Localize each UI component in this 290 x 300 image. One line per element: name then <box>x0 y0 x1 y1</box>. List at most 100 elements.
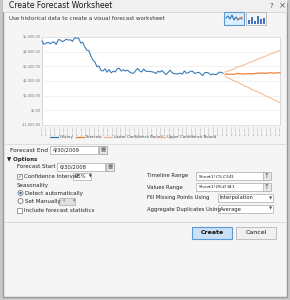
Text: 1/1/0000: 1/1/0000 <box>257 125 259 135</box>
Text: 1/1/0000: 1/1/0000 <box>266 125 268 135</box>
Text: 1/1/0000: 1/1/0000 <box>90 125 91 135</box>
Text: $5,000.00: $5,000.00 <box>23 35 41 39</box>
Text: Create Forecast Worksheet: Create Forecast Worksheet <box>9 2 113 10</box>
Bar <box>17 174 22 179</box>
Text: 1/1/0000: 1/1/0000 <box>204 125 206 135</box>
Text: 1/1/0000: 1/1/0000 <box>191 125 193 135</box>
Bar <box>59 197 75 205</box>
Text: History: History <box>60 135 74 139</box>
Bar <box>196 183 268 191</box>
Text: 1/1/0000: 1/1/0000 <box>99 125 100 135</box>
Bar <box>73 172 91 179</box>
Text: 1/1/0000: 1/1/0000 <box>195 125 197 135</box>
Text: 1/1/0000: 1/1/0000 <box>125 125 126 135</box>
Text: 1/1/0000: 1/1/0000 <box>121 125 122 135</box>
Text: Detect automatically: Detect automatically <box>25 190 83 196</box>
Bar <box>57 163 105 171</box>
Text: ↑: ↑ <box>264 184 270 190</box>
Text: 1/1/0000: 1/1/0000 <box>249 125 250 135</box>
Text: 1/1/0000: 1/1/0000 <box>151 125 153 135</box>
Text: ▼: ▼ <box>269 207 273 211</box>
Bar <box>99 146 107 154</box>
Text: 1/1/0000: 1/1/0000 <box>116 125 118 135</box>
Text: 1/1/0000: 1/1/0000 <box>218 125 219 135</box>
Bar <box>257 16 259 24</box>
Text: 1/1/0000: 1/1/0000 <box>68 125 69 135</box>
Text: 1/1/0000: 1/1/0000 <box>107 125 109 135</box>
Bar <box>254 21 256 24</box>
Text: $1,000.00: $1,000.00 <box>23 94 41 98</box>
Text: 1/1/0000: 1/1/0000 <box>143 125 144 135</box>
Text: 1/1/0000: 1/1/0000 <box>165 125 166 135</box>
Text: ▦: ▦ <box>107 164 113 169</box>
Bar <box>260 19 262 24</box>
Text: $4,000.00: $4,000.00 <box>23 50 41 54</box>
Text: 1/1/0000: 1/1/0000 <box>55 125 56 135</box>
Bar <box>3 0 287 12</box>
Text: -$1,000.00: -$1,000.00 <box>22 123 41 127</box>
Text: 1/1/0000: 1/1/0000 <box>85 125 87 135</box>
Text: ▲: ▲ <box>73 198 75 202</box>
Bar <box>50 146 98 154</box>
Text: 1/1/0000: 1/1/0000 <box>231 125 232 135</box>
Text: Sheet1!$D$5:$D$341: Sheet1!$D$5:$D$341 <box>198 184 236 190</box>
Text: 1/1/0000: 1/1/0000 <box>279 125 281 135</box>
Text: Confidence Interval: Confidence Interval <box>24 173 78 178</box>
Text: ×: × <box>278 2 285 10</box>
Text: 1/1/0000: 1/1/0000 <box>134 125 135 135</box>
Text: 4/30/2009: 4/30/2009 <box>53 148 80 152</box>
Text: 1/1/0000: 1/1/0000 <box>226 125 228 135</box>
Text: 95%: 95% <box>75 173 87 178</box>
Bar <box>246 12 266 25</box>
Text: ▼: ▼ <box>269 196 273 200</box>
Text: 1/1/0000: 1/1/0000 <box>160 125 162 135</box>
Text: 1/1/0000: 1/1/0000 <box>81 125 82 135</box>
Text: Interpolation: Interpolation <box>220 196 254 200</box>
Text: 1/1/0000: 1/1/0000 <box>244 125 246 135</box>
Text: ▼: ▼ <box>73 200 75 204</box>
Text: Lower Confidence Bound: Lower Confidence Bound <box>114 135 163 139</box>
Text: 1/1/0000: 1/1/0000 <box>178 125 180 135</box>
Text: Forecast Start: Forecast Start <box>17 164 55 169</box>
Text: 1/1/0000: 1/1/0000 <box>262 125 263 135</box>
Text: 1/1/0000: 1/1/0000 <box>156 125 157 135</box>
Circle shape <box>19 192 22 194</box>
Text: 1/1/0000: 1/1/0000 <box>169 125 171 135</box>
Bar <box>263 18 265 24</box>
Text: ▼ Options: ▼ Options <box>7 157 37 161</box>
Text: ▦: ▦ <box>100 148 106 152</box>
Text: 1/1/0000: 1/1/0000 <box>72 125 74 135</box>
Text: 6/30/2008: 6/30/2008 <box>60 164 87 169</box>
Text: Timeline Range: Timeline Range <box>147 173 188 178</box>
Text: 1/1/0000: 1/1/0000 <box>147 125 148 135</box>
Text: ▲: ▲ <box>89 173 91 177</box>
Text: Average: Average <box>220 206 242 211</box>
Text: 1/1/0000: 1/1/0000 <box>59 125 60 135</box>
Text: 1/1/0000: 1/1/0000 <box>138 125 140 135</box>
Text: ?: ? <box>269 3 273 9</box>
Text: ▼: ▼ <box>89 175 91 179</box>
Text: 1/1/0000: 1/1/0000 <box>103 125 104 135</box>
Text: Forecast End: Forecast End <box>10 148 48 152</box>
Circle shape <box>18 199 23 203</box>
Text: Aggregate Duplicates Using: Aggregate Duplicates Using <box>147 206 221 211</box>
Circle shape <box>18 190 23 196</box>
Text: $2,000.00: $2,000.00 <box>23 79 41 83</box>
Text: Forecast: Forecast <box>86 135 102 139</box>
Bar <box>236 227 276 239</box>
Text: 1/1/0000: 1/1/0000 <box>63 125 65 135</box>
Bar <box>251 17 253 24</box>
Bar <box>263 183 271 191</box>
Bar <box>196 172 268 180</box>
Text: 1/1/0000: 1/1/0000 <box>50 125 52 135</box>
Text: 1/1/0000: 1/1/0000 <box>209 125 210 135</box>
Text: 1/1/0000: 1/1/0000 <box>41 125 43 135</box>
Text: 4: 4 <box>62 199 65 203</box>
Bar <box>224 12 244 25</box>
Text: 1/1/0000: 1/1/0000 <box>94 125 96 135</box>
Text: Include forecast statistics: Include forecast statistics <box>24 208 94 212</box>
Text: 1/1/0000: 1/1/0000 <box>187 125 188 135</box>
Text: 1/1/0000: 1/1/0000 <box>222 125 224 135</box>
Text: 1/1/0000: 1/1/0000 <box>253 125 254 135</box>
Text: Seasonality: Seasonality <box>17 182 49 188</box>
